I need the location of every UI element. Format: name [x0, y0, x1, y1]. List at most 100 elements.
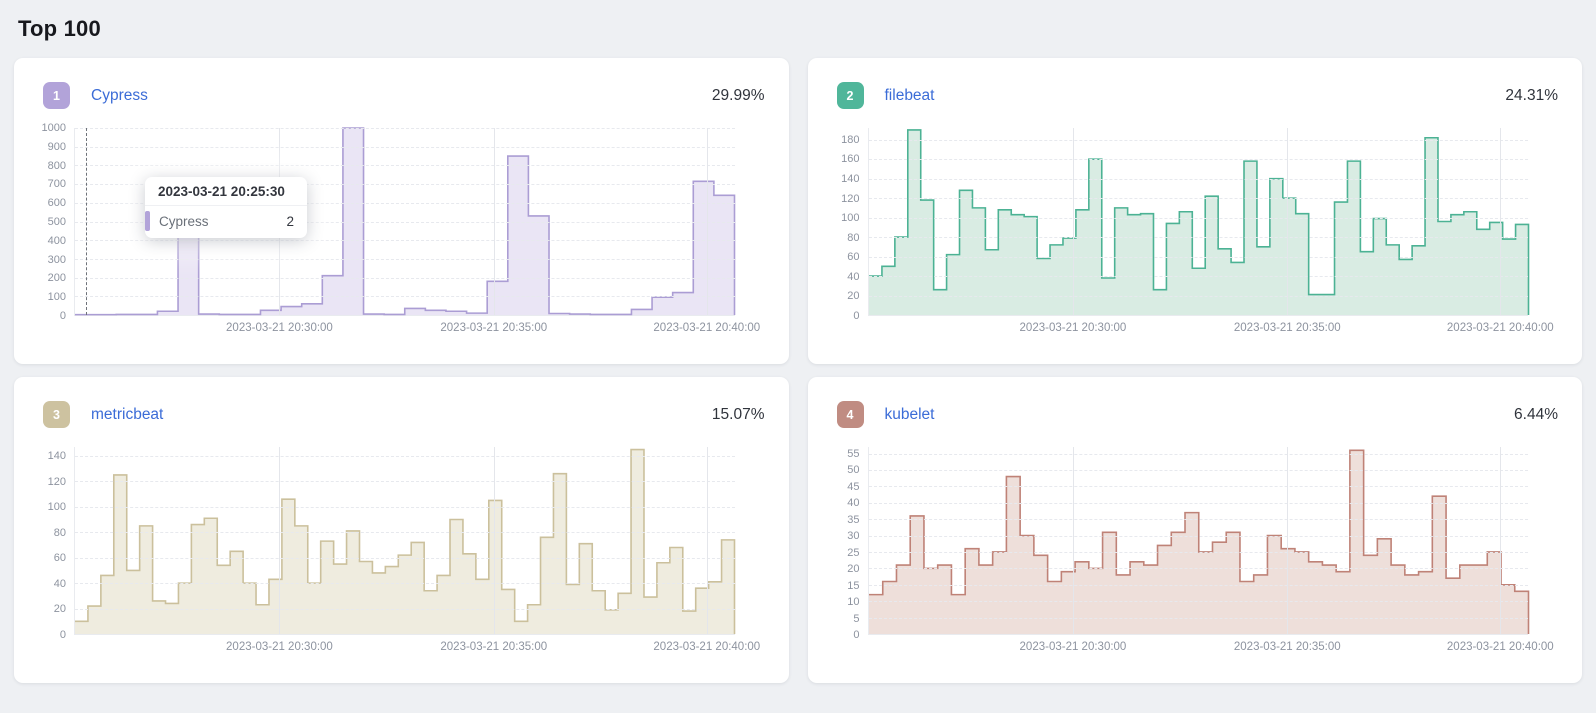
- h-gridline: [868, 568, 1528, 570]
- chart-tooltip: 2023-03-21 20:25:30 Cypress 2: [145, 177, 307, 238]
- x-tick-label: 2023-03-21 20:35:00: [1233, 641, 1341, 653]
- y-tick-label: 100: [841, 212, 860, 225]
- y-tick-label: 20: [847, 563, 860, 576]
- card-header: 4 kubelet 6.44%: [836, 401, 1558, 428]
- x-tick-label: 2023-03-21 20:35:00: [440, 322, 548, 334]
- x-tick-label: 2023-03-21 20:40:00: [1446, 322, 1554, 334]
- tooltip-series-label: Cypress: [159, 213, 209, 229]
- y-axis-labels: 0 100 200 300 400 500 600 700 800 900 1000: [30, 122, 74, 322]
- y-tick-label: 15: [847, 579, 860, 592]
- y-tick-label: 35: [847, 513, 860, 526]
- page-title: Top 100: [18, 16, 101, 41]
- card-header: 3 metricbeat 15.07%: [43, 401, 765, 428]
- y-tick-label: 800: [47, 159, 66, 172]
- y-tick-label: 45: [847, 480, 860, 493]
- chart-plot[interactable]: 2023-03-21 20:30:00 2023-03-21 20:35:00 20…: [867, 128, 1554, 334]
- y-tick-label: 120: [47, 475, 66, 488]
- x-tick-label: 2023-03-21 20:35:00: [1233, 322, 1341, 334]
- percent-value: 24.31%: [1505, 86, 1558, 104]
- y-axis-labels: 0 5 10 15 20 25 30 35 40 45 50 55: [824, 447, 868, 641]
- h-gridline: [868, 535, 1528, 537]
- x-tick-label: 2023-03-21 20:40:00: [653, 641, 761, 653]
- h-gridline: [868, 502, 1528, 504]
- h-gridline: [868, 139, 1528, 141]
- y-tick-label: 50: [847, 464, 860, 477]
- h-gridline: [868, 469, 1528, 471]
- chart-plot[interactable]: 2023-03-21 20:30:00 2023-03-21 20:35:00 20…: [867, 447, 1554, 653]
- y-tick-label: 20: [847, 290, 860, 303]
- v-gridline: [493, 447, 495, 634]
- chart-area: 0 20 40 60 80 100 120 140 160 180 2023-03-21 20:3…: [824, 128, 1559, 334]
- v-gridline: [1072, 128, 1074, 315]
- y-tick-label: 700: [47, 178, 66, 191]
- h-gridline: [868, 178, 1528, 180]
- series-link[interactable]: filebeat: [884, 86, 935, 104]
- h-gridline: [75, 506, 735, 508]
- y-tick-label: 1000: [41, 122, 66, 134]
- series-link[interactable]: Cypress: [91, 86, 148, 104]
- chart-area: 0 5 10 15 20 25 30 35 40 45 50 55 2023-03-21 20:30:…: [824, 447, 1559, 653]
- h-gridline: [75, 128, 735, 129]
- rank-badge: 2: [836, 82, 864, 109]
- x-tick-label: 2023-03-21 20:40:00: [1446, 641, 1554, 653]
- y-tick-label: 100: [47, 291, 66, 304]
- rank-badge: 3: [43, 401, 70, 428]
- h-gridline: [75, 455, 735, 457]
- h-gridline: [75, 258, 735, 260]
- chart-card-filebeat: 2 filebeat 24.31% 0 20 40 60 80 100 120 140 160 1…: [807, 58, 1582, 364]
- y-tick-label: 0: [853, 310, 860, 322]
- y-tick-label: 900: [47, 140, 66, 153]
- h-gridline: [75, 165, 735, 167]
- series-area-chart: [75, 128, 735, 315]
- percent-value: 6.44%: [1514, 405, 1558, 423]
- h-gridline: [868, 617, 1528, 619]
- y-tick-label: 120: [841, 192, 860, 205]
- y-tick-label: 0: [59, 629, 66, 641]
- y-tick-label: 500: [47, 216, 66, 228]
- chart-plot[interactable]: 2023-03-21 20:30:00 2023-03-21 20:35:00 20…: [74, 447, 760, 653]
- y-tick-label: 60: [847, 251, 860, 264]
- y-tick-label: 40: [847, 497, 860, 510]
- series-link[interactable]: metricbeat: [91, 405, 164, 423]
- chart-card-cypress: 1 Cypress 29.99% 0 100 200 300 400 500 600 700 8…: [14, 58, 789, 364]
- h-gridline: [75, 184, 735, 186]
- v-gridline: [279, 447, 281, 634]
- h-gridline: [868, 159, 1528, 161]
- y-tick-label: 80: [53, 526, 66, 539]
- x-tick-label: 2023-03-21 20:40:00: [653, 322, 761, 334]
- h-gridline: [868, 453, 1528, 455]
- v-gridline: [1500, 128, 1502, 315]
- percent-value: 15.07%: [711, 405, 765, 423]
- percent-value: 29.99%: [711, 86, 765, 104]
- chart-area: 0 100 200 300 400 500 600 700 800 900 1000 2023-03…: [30, 122, 765, 334]
- x-tick-label: 2023-03-21 20:35:00: [440, 641, 548, 653]
- y-tick-label: 0: [853, 629, 860, 641]
- h-gridline: [868, 256, 1528, 258]
- y-tick-label: 60: [53, 552, 66, 565]
- v-gridline: [1287, 447, 1289, 634]
- y-tick-label: 30: [847, 530, 860, 543]
- y-tick-label: 300: [47, 253, 66, 266]
- y-axis-labels: 0 20 40 60 80 100 120 140: [30, 447, 74, 641]
- chart-plot[interactable]: 2023-03-21 20:25:30 Cypress 2 2023-03-21…: [74, 128, 760, 334]
- h-gridline: [868, 601, 1528, 603]
- series-link[interactable]: kubelet: [884, 405, 935, 423]
- card-header: 2 filebeat 24.31%: [836, 82, 1558, 109]
- x-tick-label: 2023-03-21 20:30:00: [1019, 322, 1127, 334]
- x-tick-label: 2023-03-21 20:30:00: [226, 641, 333, 653]
- h-gridline: [868, 519, 1528, 521]
- y-tick-label: 140: [47, 449, 66, 462]
- y-tick-label: 140: [841, 172, 860, 185]
- h-gridline: [868, 295, 1528, 297]
- rank-badge: 4: [836, 401, 864, 428]
- h-gridline: [75, 277, 735, 279]
- rank-badge: 1: [43, 82, 70, 109]
- h-gridline: [868, 198, 1528, 200]
- h-gridline: [75, 202, 735, 204]
- h-gridline: [868, 276, 1528, 278]
- y-tick-label: 100: [47, 501, 66, 514]
- chart-card-metricbeat: 3 metricbeat 15.07% 0 20 40 60 80 100 120 140 2…: [14, 377, 789, 683]
- crosshair-line: [85, 128, 87, 315]
- y-tick-label: 180: [841, 133, 860, 146]
- card-header: 1 Cypress 29.99%: [43, 82, 765, 109]
